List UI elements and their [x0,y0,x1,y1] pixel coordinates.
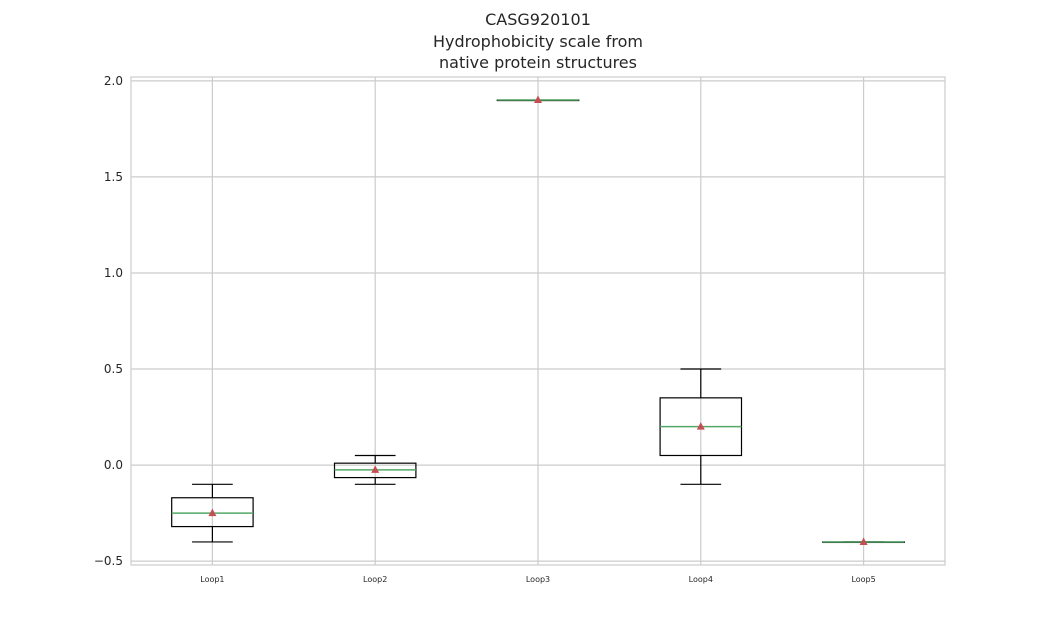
x-axis-tick-labels: Loop1 Loop2 Loop3 Loop4 Loop5 [200,575,875,584]
box-loop3 [496,95,580,104]
y-axis-tick-labels: −0.5 0.0 0.5 1.0 1.5 2.0 [94,74,123,568]
mean-marker [534,95,542,104]
x-gridlines [211,77,865,565]
y-tick-label: −0.5 [94,554,123,568]
x-tick-label: Loop2 [363,575,387,584]
iqr-box [171,497,254,528]
chart-title: CASG920101 Hydrophobicity scale from nat… [433,10,643,72]
mean-marker [696,422,705,430]
mean-marker [371,465,380,473]
x-tick-label: Loop4 [689,575,713,584]
box-loop5 [822,537,905,545]
mean-marker [208,508,217,517]
x-tick-label: Loop5 [851,575,875,584]
x-tick-label: Loop1 [200,575,224,584]
box-loop2 [333,454,417,485]
box-loop1 [171,483,254,543]
title-line-2: Hydrophobicity scale from [433,32,643,51]
box-series [171,95,905,545]
y-tick-label: 0.5 [104,362,123,376]
y-tick-label: 2.0 [104,74,123,88]
mean-marker [859,537,868,545]
title-line-1: CASG920101 [485,10,591,29]
plot-area-frame [130,76,946,566]
box-loop4 [659,368,743,485]
y-tick-label: 1.5 [104,170,123,184]
y-tick-label: 1.0 [104,266,123,280]
x-tick-label: Loop3 [526,575,550,584]
title-line-3: native protein structures [439,53,637,72]
y-tick-label: 0.0 [104,458,123,472]
